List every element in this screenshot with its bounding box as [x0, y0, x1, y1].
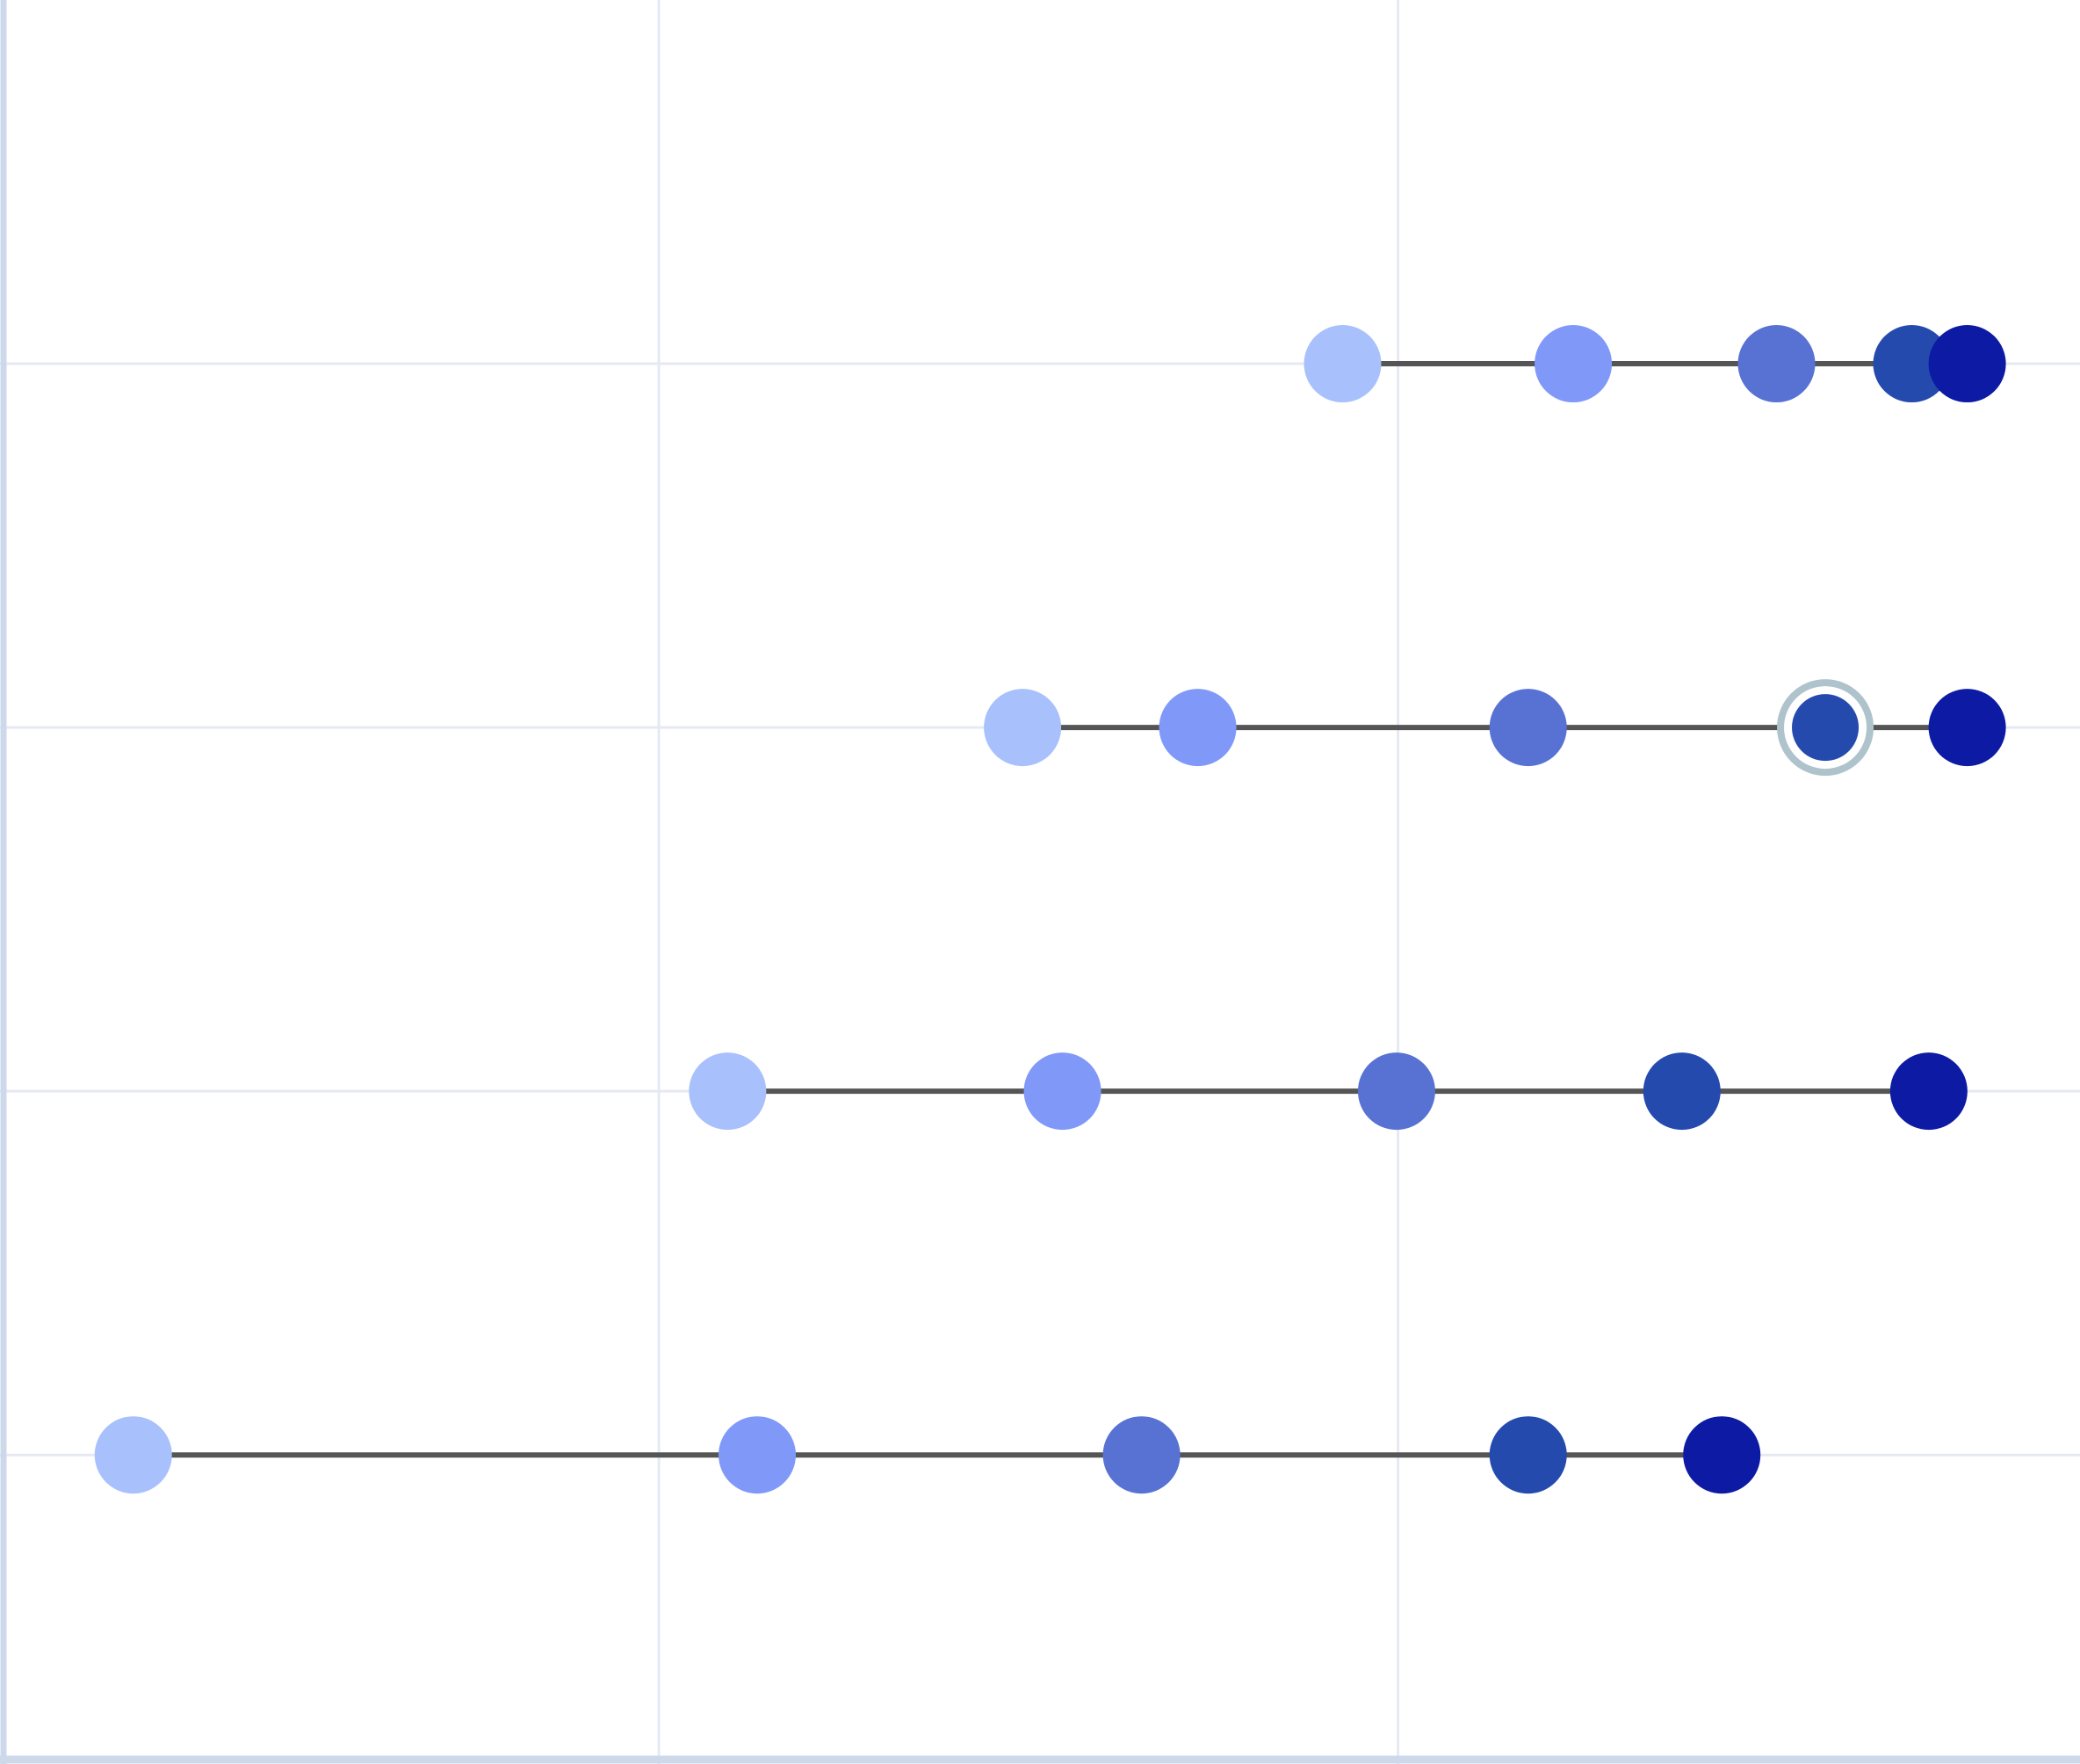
data-point[interactable]	[1928, 689, 2006, 767]
data-point[interactable]	[1873, 325, 1951, 403]
data-point[interactable]	[1928, 325, 2006, 403]
data-point[interactable]	[1159, 689, 1237, 767]
data-point[interactable]	[1489, 689, 1567, 767]
data-point[interactable]	[1535, 325, 1613, 403]
data-point[interactable]	[1023, 1052, 1101, 1131]
data-point[interactable]	[1792, 694, 1860, 762]
data-point[interactable]	[1304, 325, 1382, 403]
data-point[interactable]	[1737, 325, 1816, 403]
data-point[interactable]	[1889, 1052, 1968, 1131]
data-point[interactable]	[1489, 1416, 1567, 1494]
data-point[interactable]	[1357, 1052, 1435, 1131]
data-point[interactable]	[94, 1416, 172, 1494]
data-point[interactable]	[984, 689, 1062, 767]
data-point[interactable]	[689, 1052, 767, 1131]
data-point[interactable]	[1102, 1416, 1181, 1494]
data-point[interactable]	[1643, 1052, 1721, 1131]
data-point[interactable]	[719, 1416, 797, 1494]
data-points	[94, 325, 2006, 1494]
data-point[interactable]	[1683, 1416, 1761, 1494]
row-connectors	[133, 361, 1968, 1458]
